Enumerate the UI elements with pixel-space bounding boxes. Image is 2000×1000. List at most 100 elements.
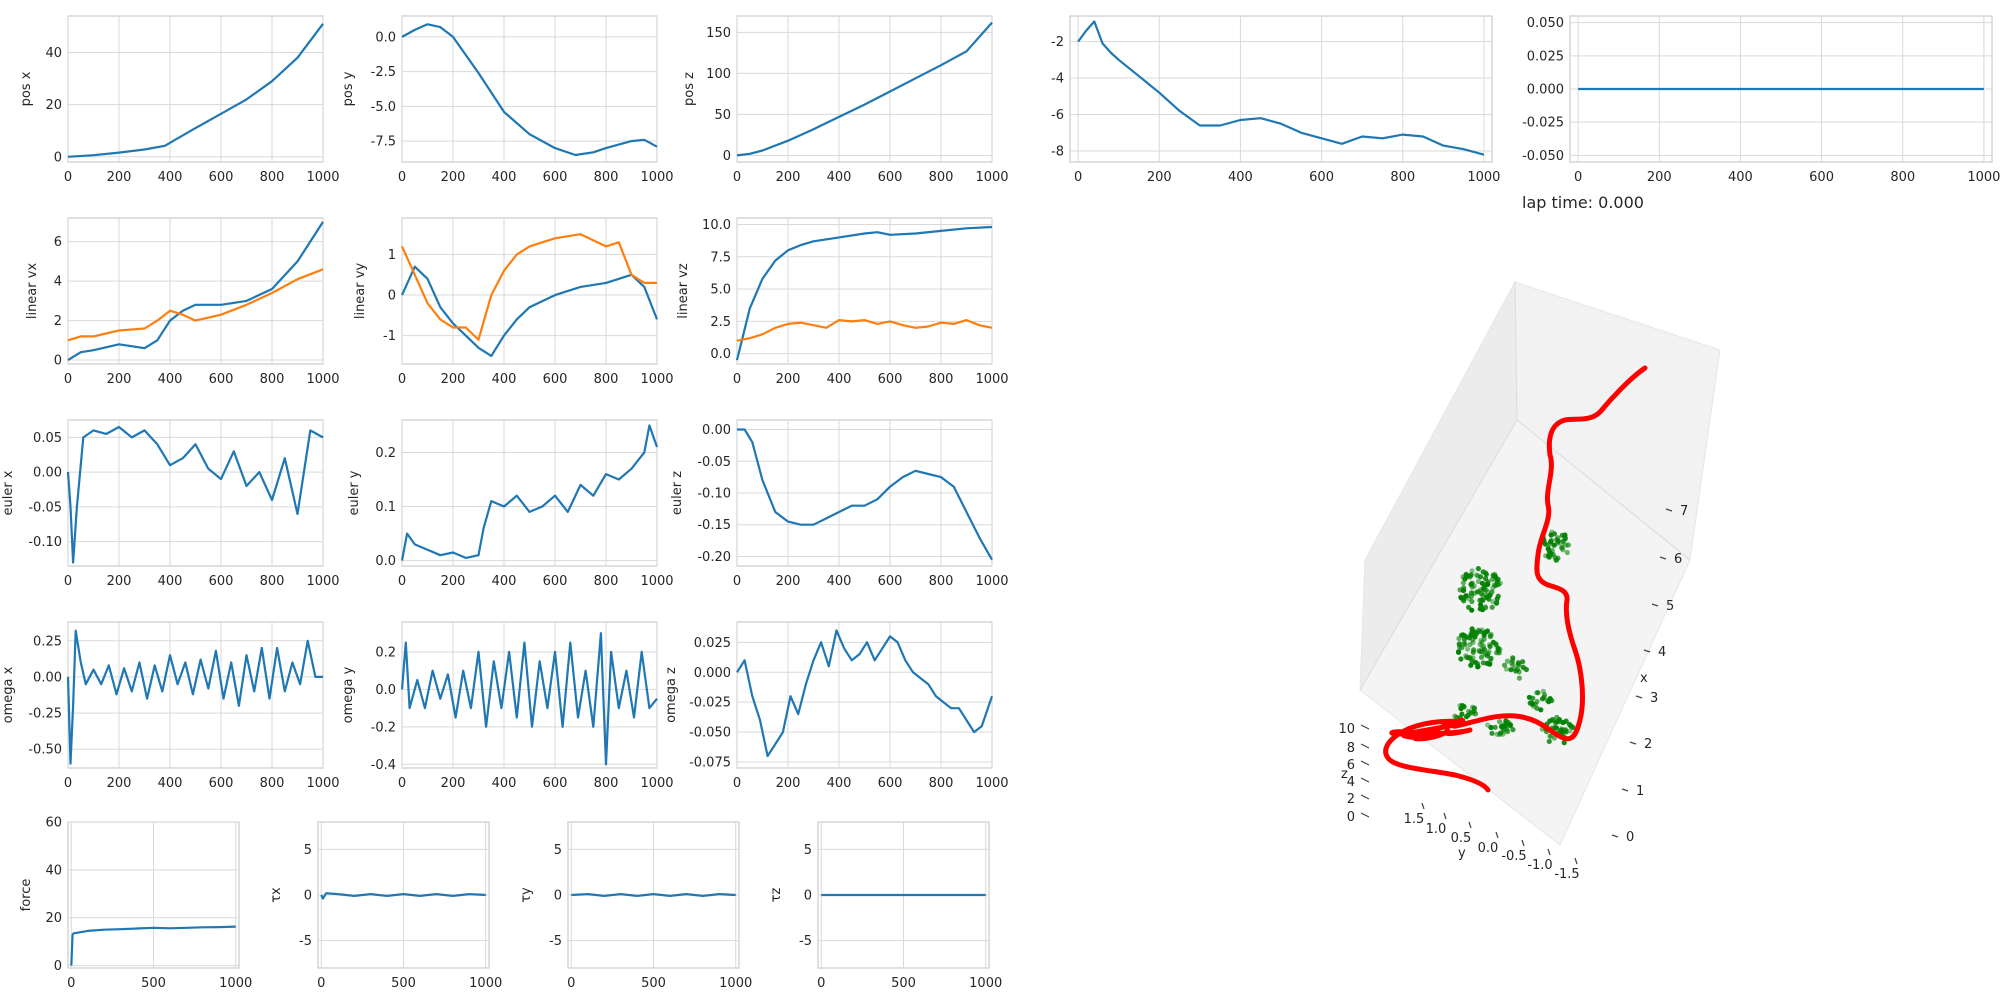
x-tick-label: 1000 [975,170,1008,185]
x-tick-label: 800 [594,776,619,791]
y-tick-mark [1495,831,1499,839]
scatter-point [1497,719,1503,725]
x-tick-label: 500 [141,976,166,991]
x-tick-label: 800 [929,776,954,791]
y-tick-mark [1547,848,1551,856]
series-line-orange [736,319,993,342]
scatter-point [1551,735,1557,741]
subplot-linear-vx: 0 200 400 600 800 1000 0 2 4 6 linear vx [25,217,340,387]
scatter-point [1563,542,1569,548]
z-tick-label: 6 [1347,758,1355,773]
subplot-euler-x: 0 200 400 600 800 1000 0.05 0.00 -0.05 -0.10 euler… [1,419,340,589]
x-tick-label: 2 [1644,737,1652,752]
scatter-point [1560,538,1566,544]
trajectory-3d-plot: 765432101.51.00.50.0-0.5-1.0-1.51086420 … [1338,280,1721,882]
scatter-point [1553,557,1559,563]
x-tick-label: 600 [1809,170,1834,185]
scatter-point [1561,740,1567,746]
scatter-point [1485,651,1491,657]
x-tick-label: 1000 [306,372,339,387]
x-tick-label: 200 [441,372,466,387]
y-tick-label: 0.0 [375,554,396,569]
x-tick-mark [1611,834,1619,838]
x-tick-label: 0 [64,574,72,589]
x-tick-label: 1000 [306,776,339,791]
x-tick-label: 1000 [306,574,339,589]
scatter-point [1542,541,1548,547]
scatter-point [1458,594,1464,600]
x-tick-label: 200 [107,574,132,589]
scatter-point [1549,698,1555,704]
y-tick-label: 2.5 [710,315,731,330]
subplot-euler-z: 0 200 400 600 800 1000 0.00 -0.05 -0.10 -0.15 -0.2… [670,419,1009,589]
lap-time-label: lap time: 0.000 [1522,193,1644,212]
scatter-point [1481,643,1487,650]
plot-frame [67,15,324,163]
scatter-point [1477,629,1483,635]
scatter-point [1564,549,1570,556]
z-tick-mark [1360,812,1370,818]
y-tick-mark [1521,839,1525,847]
box-edge [1516,419,1691,561]
x-tick-label: 6 [1674,552,1682,567]
scatter-point [1516,675,1522,681]
scatter-point [1460,580,1466,586]
scatter-point [1490,639,1496,645]
y-axis-label: euler x [1,470,16,515]
subplot-top-right-a: 0 200 400 600 800 1000 -2 -4 -6 -8 [1051,15,1500,185]
x-tick-label: 500 [391,976,416,991]
scatter-point [1494,596,1500,602]
scatter-point [1543,553,1549,559]
scatter-point [1515,661,1521,667]
x-tick-label: 0 [1574,170,1582,185]
scatter-point [1510,655,1516,661]
x-tick-label: 1 [1636,784,1644,799]
y-tick-label: -0.025 [689,696,731,711]
scatter-point [1501,726,1507,732]
y-axis-label: omega z [664,667,679,723]
x-tick-mark [1629,741,1637,745]
y-tick-label: 0.000 [694,666,731,681]
scatter-point [1487,633,1493,639]
scatter-point [1497,730,1504,736]
scatter-point [1469,626,1475,632]
x-tick-label: 400 [1228,170,1253,185]
y-tick-label: 0.025 [1527,49,1564,64]
y-tick-label: 0 [723,149,731,164]
x-tick-label: 600 [209,574,234,589]
x-tick-label: 400 [492,170,517,185]
y-tick-mark [1468,821,1472,829]
scatter-point [1509,660,1515,666]
scatter-point [1470,704,1476,711]
scatter-point [1546,738,1552,745]
scatter-point [1460,632,1466,638]
y-tick-label: -0.15 [697,518,731,533]
box-edge [1359,419,1518,691]
scatter-point [1466,708,1472,714]
y-tick-label: -0.4 [371,758,396,773]
series-line-blue [571,893,736,897]
plot-frame [1069,15,1493,163]
x-tick-label: 200 [1647,170,1672,185]
x-tick-label: 500 [891,976,916,991]
y-tick-label: -2 [1051,35,1064,50]
scatter-point [1477,597,1483,604]
y-tick-label: 0 [54,959,62,974]
x-tick-label: 400 [492,574,517,589]
scatter-point [1455,649,1462,655]
scatter-point [1532,701,1538,707]
scatter-point [1488,655,1494,662]
scatter-point [1480,569,1486,575]
y-tick-label: 0.050 [1527,16,1564,31]
plot-frame [401,15,658,163]
x-tick-label: 0 [64,372,72,387]
scatter-point [1478,574,1484,580]
x-tick-label: 1000 [640,372,673,387]
x-tick-label: 1000 [975,574,1008,589]
y-tick-label: -0.05 [697,455,731,470]
y-tick-label: 0.0 [375,30,396,45]
scatter-point [1478,591,1484,597]
scatter-point [1492,724,1498,730]
y-axis-label: τy [519,887,534,903]
